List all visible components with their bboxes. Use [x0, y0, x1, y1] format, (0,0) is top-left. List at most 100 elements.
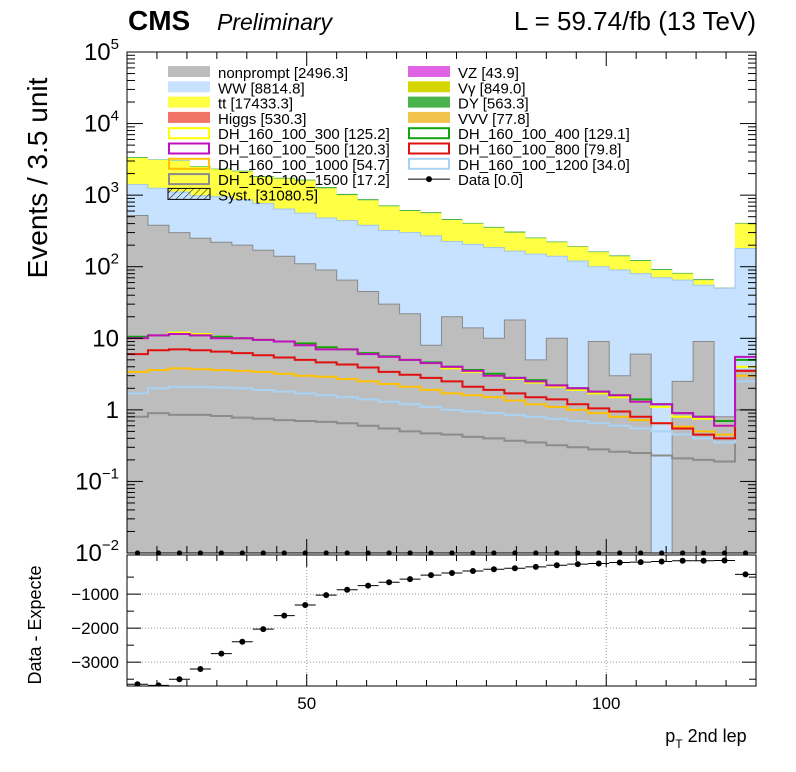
lumi-label: L = 59.74/fb (13 TeV) [514, 6, 756, 36]
ratio-y-tick-label: −1000 [71, 585, 119, 604]
legend-swatch [168, 142, 210, 155]
legend-swatch [168, 96, 210, 108]
ratio-point [365, 582, 372, 589]
ratio-point [344, 586, 351, 593]
ratio-point [679, 557, 686, 564]
legend-item-nonprompt: nonprompt [2496.3] [168, 65, 348, 82]
legend-item-dh1200: DH_160_100_1200 [34.0] [408, 157, 630, 174]
main-frame [126, 51, 757, 554]
legend-label: DH_160_100_400 [129.1] [458, 126, 630, 143]
legend-label: VZ [43.9] [458, 65, 519, 82]
ratio-point [658, 558, 665, 565]
ratio-y-axis-title: Data - Expecte [25, 565, 45, 684]
legend-item-dh1000: DH_160_100_1000 [54.7] [168, 157, 390, 174]
legend-item-dh1500: DH_160_100_1500 [17.2] [168, 172, 390, 189]
legend-label: nonprompt [2496.3] [218, 65, 348, 82]
ratio-point [176, 676, 183, 683]
ratio-point [595, 560, 602, 567]
legend-label: Data [0.0] [458, 172, 523, 189]
ratio-point [323, 592, 330, 599]
ratio-points [127, 557, 756, 686]
ratio-point [511, 565, 518, 572]
legend-label: WW [8814.8] [218, 80, 305, 97]
legend-swatch [168, 111, 210, 123]
legend-item-dh400: DH_160_100_400 [129.1] [408, 126, 630, 143]
legend-label: Higgs [530.3] [218, 111, 306, 128]
legend-swatch [408, 157, 450, 170]
preliminary-label: Preliminary [217, 9, 334, 35]
y-tick-label: 104 [84, 108, 119, 138]
ratio-point [260, 626, 267, 633]
ww-outline [127, 184, 756, 289]
legend-item-tt: tt [17433.3] [168, 96, 293, 113]
legend-swatch-marker [426, 176, 432, 183]
legend-swatch [168, 173, 210, 186]
legend-label: DH_160_100_1200 [34.0] [458, 157, 630, 174]
legend-swatch [168, 81, 210, 93]
ratio-point [302, 602, 309, 609]
ratio-point [574, 561, 581, 568]
y-tick-label: 1 [106, 397, 119, 424]
x-axis-title: pT 2nd lep [665, 726, 746, 751]
ratio-axes: −1000 −2000 −3000 50 100 [71, 554, 757, 713]
legend-item-dh500: DH_160_100_500 [120.3] [168, 142, 390, 159]
y-tick-label: 10−2 [75, 537, 119, 567]
main-y-axis-title: Events / 3.5 unit [22, 77, 53, 278]
legend-label: DY [563.3] [458, 96, 529, 113]
ratio-point [239, 638, 246, 645]
ratio-x-tick-label: 100 [592, 694, 620, 713]
legend-label: Vγ [849.0] [458, 80, 526, 97]
ratio-grid [127, 555, 756, 686]
legend-item-syst: Syst. [31080.5] [167, 187, 318, 204]
ratio-point [637, 559, 644, 566]
legend-item-data: Data [0.0] [408, 172, 523, 189]
legend-item-ww: WW [8814.8] [168, 80, 305, 97]
legend-label: DH_160_100_1000 [54.7] [218, 157, 390, 174]
nonprompt-stack [127, 215, 756, 553]
y-tick-label: 10 [92, 325, 119, 352]
legend-swatch [408, 96, 450, 108]
ratio-point [532, 563, 539, 570]
y-tick-label: 102 [84, 251, 119, 281]
ratio-point [386, 579, 393, 586]
legend-item-higgs: Higgs [530.3] [168, 111, 306, 128]
signal-line-dh1500 [127, 408, 756, 463]
y-tick-label: 103 [84, 179, 119, 209]
ratio-point [700, 557, 707, 564]
ratio-y-tick-label: −3000 [71, 653, 119, 672]
legend: nonprompt [2496.3] VZ [43.9] WW [8814.8] Vγ… [167, 65, 630, 204]
legend-swatch [408, 142, 450, 155]
ratio-point [721, 557, 728, 564]
legend-label: DH_160_100_800 [79.8] [458, 142, 621, 159]
legend-item-dh800: DH_160_100_800 [79.8] [408, 142, 621, 159]
ratio-point [134, 681, 141, 686]
legend-item-dh300: DH_160_100_300 [125.2] [168, 126, 390, 143]
legend-label: DH_160_100_300 [125.2] [218, 126, 390, 143]
legend-item-vvv: VVV [77.8] [408, 111, 530, 128]
signal-line-dh500 [127, 332, 756, 427]
legend-label: DH_160_100_1500 [17.2] [218, 172, 390, 189]
legend-swatch [168, 157, 210, 170]
legend-item-vz: VZ [43.9] [408, 65, 519, 82]
signal-line-dh1200 [127, 380, 756, 444]
legend-swatch [168, 66, 210, 77]
legend-swatch [408, 81, 450, 93]
ratio-point [428, 572, 435, 579]
legend-swatch [168, 127, 210, 140]
legend-swatch [167, 187, 211, 200]
ratio-point [616, 559, 623, 566]
ratio-point [218, 650, 225, 657]
ratio-point [407, 576, 414, 583]
legend-swatch [408, 66, 450, 77]
legend-label: VVV [77.8] [458, 111, 530, 128]
legend-swatch [408, 127, 450, 140]
ratio-point [155, 682, 162, 686]
legend-swatch [408, 111, 450, 123]
ratio-point [469, 567, 476, 574]
legend-label: DH_160_100_500 [120.3] [218, 142, 390, 159]
ratio-point [742, 571, 749, 578]
ratio-point [281, 612, 288, 619]
legend-item-dy: DY [563.3] [408, 96, 529, 113]
ratio-point [490, 566, 497, 573]
